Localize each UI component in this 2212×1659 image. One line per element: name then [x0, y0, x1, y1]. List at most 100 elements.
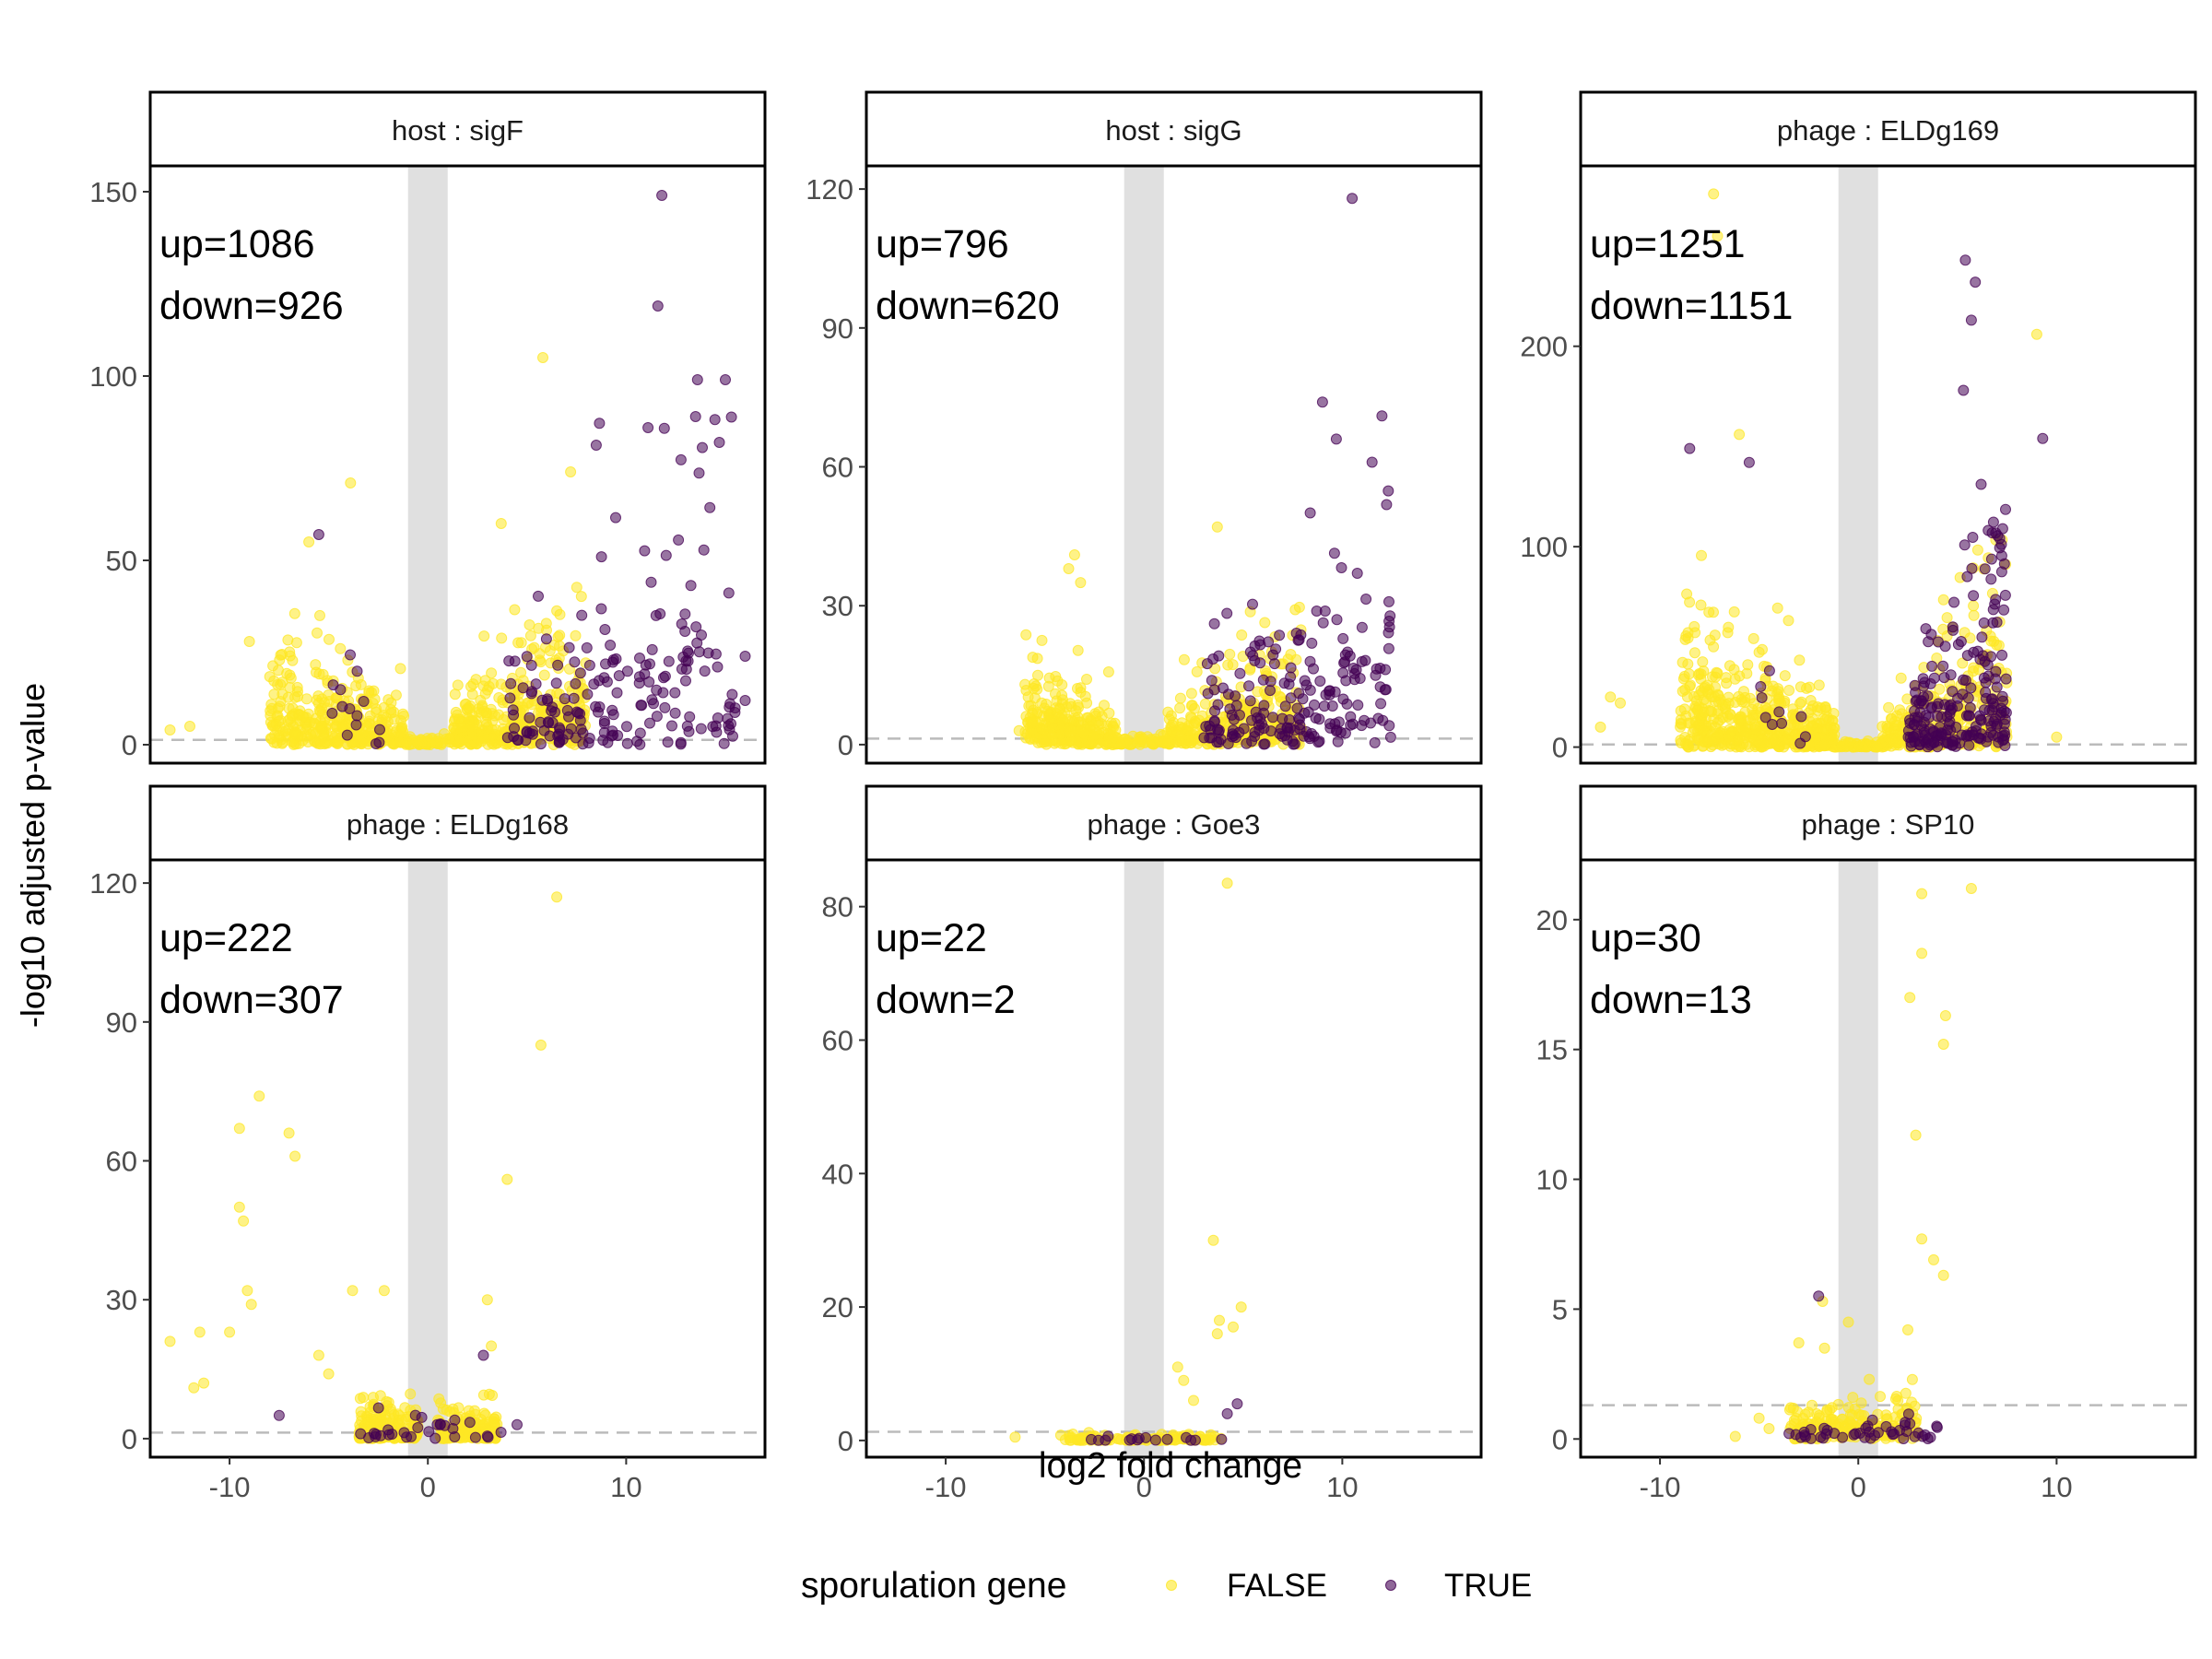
point-sporulation-false — [524, 629, 536, 641]
point-sporulation-false — [1794, 681, 1806, 693]
x-tick-label: -10 — [925, 1471, 967, 1503]
facet-panel: host : sigF 0 50 100 150 up=1086 down=926 — [89, 90, 767, 765]
y-tick-label: 90 — [106, 1006, 137, 1039]
point-sporulation-true — [605, 640, 617, 651]
point-sporulation-false — [1020, 732, 1032, 744]
point-sporulation-true — [1962, 710, 1974, 722]
point-sporulation-false — [1906, 1373, 1918, 1385]
y-tick-label: 0 — [122, 729, 137, 761]
point-sporulation-false — [1883, 701, 1895, 713]
point-sporulation-false — [482, 721, 494, 733]
facet-strip-title: phage : SP10 — [1802, 808, 1975, 841]
point-sporulation-true — [1773, 706, 1785, 718]
point-sporulation-true — [1993, 736, 2005, 748]
point-sporulation-true — [1263, 636, 1275, 648]
point-sporulation-true — [1963, 739, 1975, 751]
panel-background — [150, 166, 765, 763]
point-sporulation-true — [648, 698, 659, 710]
point-sporulation-false — [1078, 726, 1090, 738]
point-sporulation-false — [1072, 644, 1084, 656]
point-sporulation-false — [388, 706, 400, 718]
point-sporulation-true — [1684, 442, 1696, 454]
point-sporulation-false — [1842, 1316, 1854, 1328]
point-sporulation-true — [1922, 1433, 1934, 1444]
y-tick-label: 0 — [1552, 1423, 1568, 1455]
point-sporulation-false — [533, 622, 545, 634]
point-sporulation-true — [729, 707, 741, 718]
point-sporulation-true — [398, 1427, 410, 1439]
point-sporulation-false — [1259, 617, 1271, 629]
point-sporulation-true — [1970, 276, 1982, 288]
point-sporulation-true — [1258, 707, 1270, 719]
point-sporulation-true — [590, 440, 602, 451]
point-sporulation-true — [1996, 523, 2008, 535]
point-sporulation-false — [1214, 1314, 1225, 1326]
legend-swatch-false — [1166, 1580, 1177, 1591]
point-sporulation-true — [1848, 1429, 1860, 1441]
point-sporulation-false — [1813, 679, 1825, 691]
point-sporulation-true — [1837, 1431, 1849, 1443]
panel-plot-area — [866, 166, 1481, 763]
point-sporulation-false — [1188, 733, 1200, 745]
point-sporulation-false — [1753, 646, 1765, 658]
point-sporulation-true — [1794, 737, 1806, 749]
point-sporulation-false — [1075, 687, 1087, 698]
point-sporulation-false — [1065, 735, 1077, 747]
point-sporulation-true — [652, 300, 664, 312]
point-sporulation-true — [524, 712, 535, 724]
point-sporulation-false — [1070, 705, 1082, 717]
point-sporulation-true — [1244, 695, 1256, 707]
point-sporulation-false — [450, 706, 462, 718]
panel-plot-area — [1581, 166, 2195, 763]
point-sporulation-true — [659, 701, 671, 713]
point-sporulation-true — [621, 665, 633, 677]
point-sporulation-true — [363, 1432, 375, 1443]
point-sporulation-false — [1965, 883, 1977, 894]
point-sporulation-false — [1235, 1301, 1247, 1313]
point-sporulation-false — [400, 737, 411, 749]
point-sporulation-false — [1196, 710, 1208, 722]
point-sporulation-true — [1335, 562, 1347, 573]
point-sporulation-true — [1316, 396, 1328, 408]
point-sporulation-false — [1836, 740, 1848, 752]
point-sporulation-true — [1231, 1398, 1243, 1410]
point-sporulation-true — [695, 723, 707, 735]
up-count-label: up=30 — [1590, 916, 1701, 960]
point-sporulation-true — [1200, 721, 1212, 733]
point-sporulation-true — [574, 667, 586, 679]
point-sporulation-true — [1140, 1431, 1152, 1443]
point-sporulation-false — [1916, 1233, 1928, 1245]
point-sporulation-true — [1213, 726, 1225, 738]
point-sporulation-false — [476, 735, 488, 747]
point-sporulation-true — [693, 467, 705, 479]
point-sporulation-false — [1853, 740, 1865, 752]
point-sporulation-false — [1895, 672, 1907, 684]
point-sporulation-false — [275, 649, 287, 661]
point-sporulation-false — [243, 636, 255, 647]
point-sporulation-true — [1959, 539, 1971, 551]
point-sporulation-true — [679, 626, 691, 637]
point-sporulation-true — [577, 727, 589, 739]
point-sporulation-false — [289, 691, 301, 703]
point-sporulation-true — [1206, 675, 1218, 687]
point-sporulation-false — [1747, 703, 1759, 715]
point-sporulation-false — [1779, 670, 1791, 682]
point-sporulation-true — [1181, 1431, 1192, 1443]
point-sporulation-false — [1695, 599, 1707, 611]
point-sporulation-false — [1031, 653, 1043, 665]
point-sporulation-true — [2037, 432, 2049, 444]
point-sporulation-false — [1734, 429, 1746, 441]
point-sporulation-true — [2000, 673, 2012, 685]
point-sporulation-true — [1998, 604, 2010, 616]
point-sporulation-false — [1939, 1010, 1951, 1021]
point-sporulation-true — [1341, 698, 1353, 710]
point-sporulation-false — [394, 663, 406, 675]
point-sporulation-true — [726, 688, 738, 700]
point-sporulation-false — [1957, 657, 1969, 669]
point-sporulation-true — [1862, 1420, 1874, 1432]
point-sporulation-true — [675, 736, 687, 748]
point-sporulation-true — [1872, 1427, 1884, 1439]
point-sporulation-true — [631, 735, 643, 747]
point-sporulation-false — [1158, 729, 1170, 741]
point-sporulation-true — [1987, 516, 1999, 528]
